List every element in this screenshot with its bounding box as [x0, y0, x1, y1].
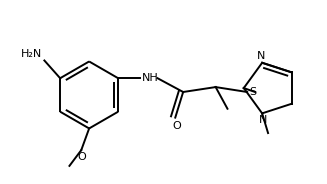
- Text: N: N: [259, 115, 267, 125]
- Text: N: N: [257, 51, 265, 61]
- Text: O: O: [77, 152, 86, 162]
- Text: O: O: [172, 121, 181, 131]
- Text: S: S: [249, 87, 256, 97]
- Text: H₂N: H₂N: [21, 49, 43, 59]
- Text: NH: NH: [142, 73, 159, 83]
